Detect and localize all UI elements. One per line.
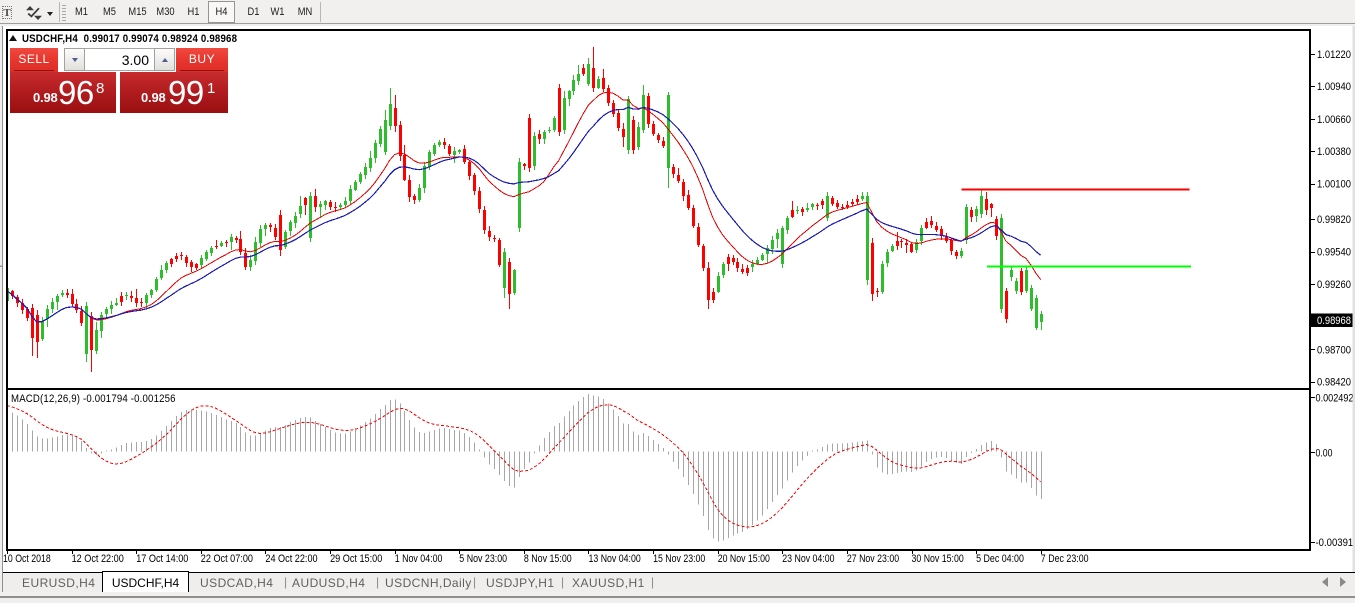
svg-text:0.98700: 0.98700 — [1317, 344, 1351, 356]
svg-text:-0.003913: -0.003913 — [1316, 537, 1355, 549]
svg-text:1.00100: 1.00100 — [1317, 179, 1351, 191]
svg-text:24 Oct 22:00: 24 Oct 22:00 — [265, 553, 317, 565]
svg-text:15 Nov 23:00: 15 Nov 23:00 — [653, 553, 705, 565]
svg-text:7 Dec 23:00: 7 Dec 23:00 — [1041, 553, 1089, 565]
svg-text:22 Oct 07:00: 22 Oct 07:00 — [201, 553, 253, 565]
svg-text:23 Nov 04:00: 23 Nov 04:00 — [782, 553, 834, 565]
svg-text:1.00940: 1.00940 — [1317, 81, 1351, 93]
svg-text:1.00380: 1.00380 — [1317, 146, 1351, 158]
svg-text:5 Dec 04:00: 5 Dec 04:00 — [976, 553, 1024, 565]
svg-text:0.98968: 0.98968 — [1317, 315, 1351, 327]
svg-text:0.002492: 0.002492 — [1316, 392, 1354, 404]
svg-text:0.98420: 0.98420 — [1317, 377, 1351, 389]
svg-text:1.00660: 1.00660 — [1317, 114, 1351, 126]
svg-text:27 Nov 23:00: 27 Nov 23:00 — [847, 553, 899, 565]
svg-text:30 Nov 15:00: 30 Nov 15:00 — [912, 553, 964, 565]
svg-text:29 Oct 15:00: 29 Oct 15:00 — [330, 553, 382, 565]
svg-text:10 Oct 2018: 10 Oct 2018 — [3, 553, 51, 565]
svg-text:0.99820: 0.99820 — [1317, 214, 1351, 226]
svg-text:8 Nov 15:00: 8 Nov 15:00 — [524, 553, 572, 565]
svg-text:17 Oct 14:00: 17 Oct 14:00 — [136, 553, 188, 565]
svg-text:5 Nov 23:00: 5 Nov 23:00 — [459, 553, 507, 565]
svg-text:0.99260: 0.99260 — [1317, 279, 1351, 291]
svg-text:13 Nov 04:00: 13 Nov 04:00 — [589, 553, 641, 565]
svg-text:1 Nov 04:00: 1 Nov 04:00 — [395, 553, 443, 565]
svg-text:20 Nov 15:00: 20 Nov 15:00 — [718, 553, 770, 565]
svg-text:0.00: 0.00 — [1316, 447, 1333, 459]
svg-text:12 Oct 22:00: 12 Oct 22:00 — [72, 553, 124, 565]
svg-text:1.01220: 1.01220 — [1317, 49, 1351, 61]
svg-text:0.99540: 0.99540 — [1317, 247, 1351, 259]
